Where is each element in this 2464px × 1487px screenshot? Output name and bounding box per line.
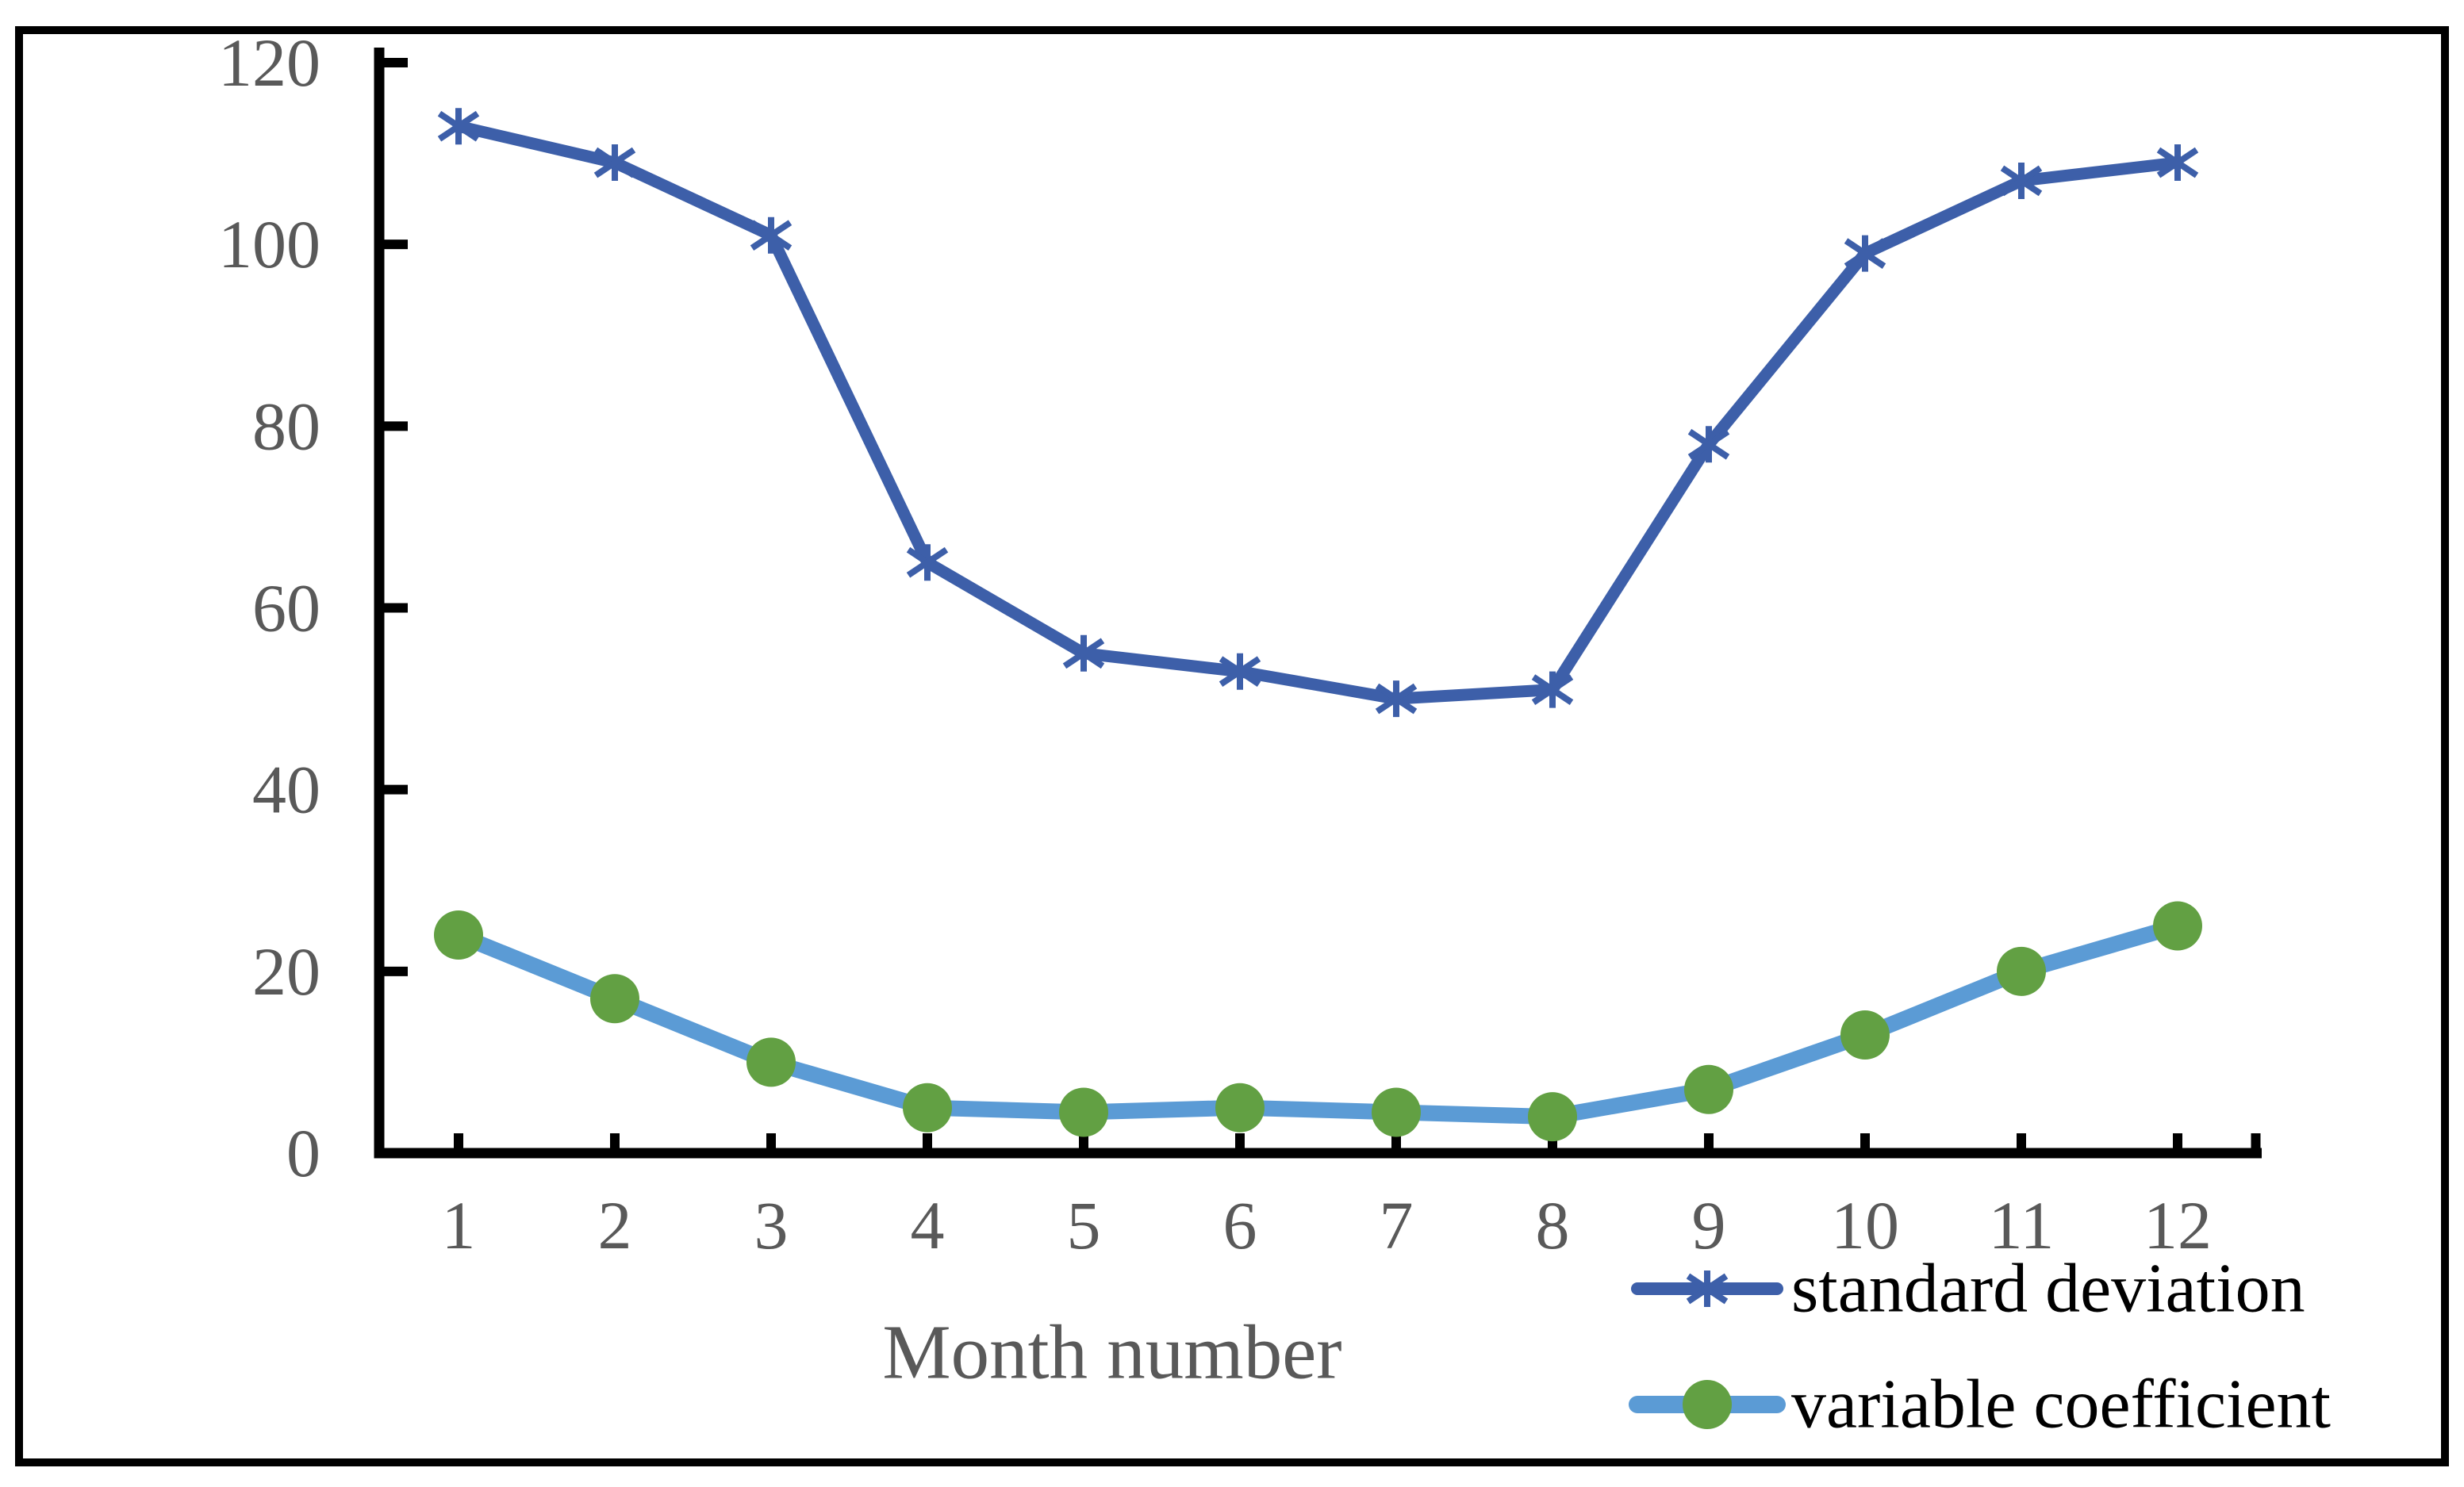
asterisk-marker <box>1375 680 1418 718</box>
asterisk-marker <box>1062 634 1105 672</box>
asterisk-marker <box>750 217 793 254</box>
asterisk-marker <box>1531 671 1574 708</box>
x-tick-label: 3 <box>754 1187 789 1263</box>
legend: standard deviation variable coefficient <box>1629 1251 2331 1443</box>
asterisk-marker <box>593 144 636 182</box>
legend-marker-asterisk-icon <box>1631 1270 1783 1307</box>
x-axis-labels: 1 2 3 4 5 6 7 8 9 10 11 12 <box>442 1187 2213 1263</box>
asterisk-marker <box>1844 235 1886 272</box>
circle-marker <box>903 1083 952 1132</box>
legend-label: variable coefficient <box>1791 1366 2331 1443</box>
series-standard-deviation <box>437 108 2199 718</box>
circle-marker <box>590 974 639 1024</box>
asterisk-marker <box>1219 653 1261 690</box>
series-line <box>451 918 2186 1125</box>
legend-item-standard-deviation: standard deviation <box>1631 1251 2305 1328</box>
asterisk-marker <box>1687 426 1730 463</box>
legend-label: standard deviation <box>1791 1251 2305 1328</box>
chart-border <box>15 26 2449 1466</box>
y-tick-label: 40 <box>252 752 320 828</box>
asterisk-marker <box>2156 144 2199 182</box>
x-tick-label: 1 <box>442 1187 476 1263</box>
x-tick-label: 4 <box>911 1187 945 1263</box>
series-line <box>452 120 2184 705</box>
circle-marker <box>1840 1010 1890 1060</box>
y-tick-label: 20 <box>252 933 320 1010</box>
plot-series <box>434 108 2202 1142</box>
x-tick-label: 12 <box>2144 1187 2212 1263</box>
circle-marker <box>1528 1092 1577 1142</box>
circle-marker <box>1059 1087 1108 1137</box>
x-axis-title: Month number <box>882 1310 1341 1395</box>
y-tick-label: 120 <box>218 25 320 101</box>
x-tick-label: 7 <box>1380 1187 1414 1263</box>
circle-marker <box>1997 946 2046 996</box>
circle-marker <box>1683 1380 1732 1429</box>
y-tick-label: 100 <box>218 206 320 282</box>
circle-marker <box>2153 901 2202 951</box>
y-axis-labels: 0 20 40 60 80 100 120 <box>218 25 320 1191</box>
asterisk-marker <box>1686 1270 1729 1307</box>
circle-marker <box>1684 1064 1733 1114</box>
y-tick-label: 80 <box>252 388 320 464</box>
y-tick-label: 0 <box>286 1115 320 1191</box>
x-tick-label: 5 <box>1067 1187 1101 1263</box>
x-tick-label: 9 <box>1692 1187 1726 1263</box>
legend-item-variable-coefficient: variable coefficient <box>1629 1366 2331 1443</box>
x-tick-label: 6 <box>1223 1187 1257 1263</box>
x-tick-label: 11 <box>1989 1187 2055 1263</box>
asterisk-marker <box>906 544 949 581</box>
circle-marker <box>434 910 483 960</box>
series-variable-coefficient <box>434 901 2202 1142</box>
asterisk-marker <box>437 108 480 145</box>
circle-marker <box>1372 1087 1421 1137</box>
circle-marker <box>746 1037 796 1087</box>
x-tick-label: 2 <box>598 1187 632 1263</box>
x-tick-label: 8 <box>1536 1187 1570 1263</box>
legend-marker-circle-icon <box>1629 1380 1786 1429</box>
y-tick-label: 60 <box>252 570 320 646</box>
x-tick-label: 10 <box>1831 1187 1899 1263</box>
circle-marker <box>1215 1083 1265 1132</box>
asterisk-marker <box>2000 162 2043 199</box>
